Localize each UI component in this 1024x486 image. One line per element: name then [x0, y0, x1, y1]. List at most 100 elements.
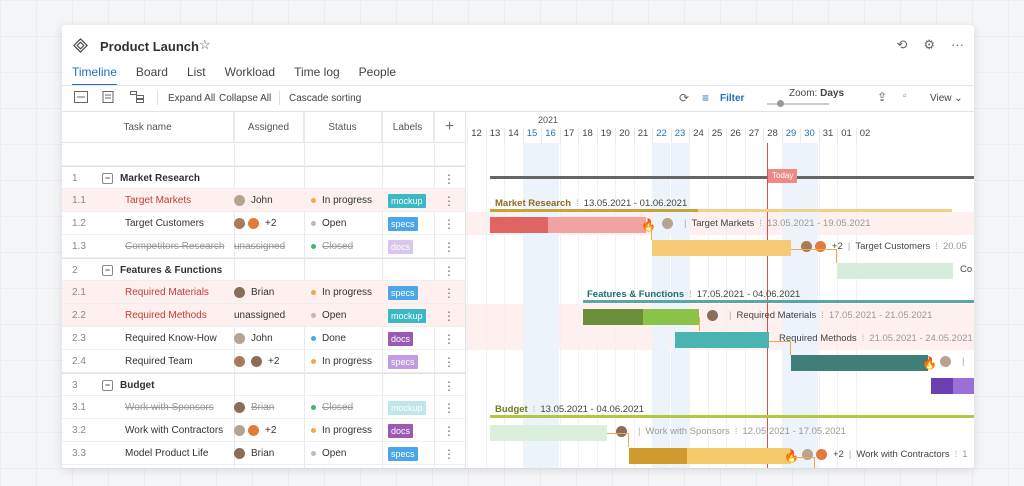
table-row[interactable]: 3.3 Model Product Life Brian Open specs … [62, 442, 465, 465]
baseline-icon[interactable]: ▫ [903, 91, 907, 102]
row-menu-icon[interactable]: ⋮ [443, 423, 455, 438]
task-name[interactable]: Required Methods [125, 310, 207, 321]
outdent-icon[interactable] [101, 91, 115, 103]
group-bar-features-functions[interactable] [583, 300, 974, 303]
status[interactable]: In progress [311, 419, 391, 442]
table-row[interactable]: 2.1 Required Materials Brian In progress… [62, 281, 465, 304]
task-name[interactable]: Required Know-How [125, 333, 217, 344]
tab-list[interactable]: List [186, 65, 206, 79]
group-bar-market-research[interactable] [490, 209, 698, 212]
row-menu-icon[interactable]: ⋮ [443, 354, 455, 369]
row-menu-icon[interactable]: ⋮ [443, 171, 455, 186]
tab-timeline[interactable]: Timeline [72, 65, 117, 86]
export-icon[interactable]: ⇪ [877, 90, 888, 104]
row-menu-icon[interactable]: ⋮ [443, 239, 455, 254]
cascade-sorting-button[interactable]: Cascade sorting [289, 93, 362, 104]
collapse-toggle-icon[interactable]: − [102, 265, 113, 276]
row-menu-icon[interactable]: ⋮ [443, 378, 455, 393]
status[interactable]: Open [311, 442, 391, 465]
task-bar-target-markets-done[interactable] [490, 217, 548, 233]
tab-workload[interactable]: Workload [224, 65, 276, 79]
task-name[interactable]: − Features & Functions [102, 259, 222, 282]
task-name[interactable]: Target Customers [125, 218, 204, 229]
assignee[interactable]: unassigned [234, 310, 286, 321]
label-badge[interactable]: specs [388, 212, 418, 235]
task-name[interactable]: Work with Sponsors [125, 402, 214, 413]
label-badge[interactable]: specs [388, 350, 418, 373]
row-menu-icon[interactable]: ⋮ [443, 216, 455, 231]
group-bar-budget[interactable] [490, 415, 974, 418]
assignee[interactable]: John [234, 189, 304, 212]
table-row[interactable]: 1.1 Target Markets John In progress mock… [62, 189, 465, 212]
star-icon[interactable]: ☆ [199, 37, 211, 52]
assignee[interactable]: Brian [234, 442, 304, 465]
status[interactable]: Closed [311, 396, 391, 419]
assignee[interactable]: +2 [234, 212, 304, 235]
task-bar-work-with-contractors[interactable] [687, 448, 791, 464]
label-badge[interactable]: mockup [388, 304, 426, 327]
status[interactable]: In progress [311, 281, 391, 304]
assignee[interactable]: John [234, 327, 304, 350]
label-badge[interactable]: specs [388, 442, 418, 465]
settings-icon[interactable]: ⚙ [923, 37, 935, 52]
table-row[interactable]: 1.3 Competitors Research unassigned Clos… [62, 235, 465, 258]
tab-people[interactable]: People [358, 65, 397, 79]
row-menu-icon[interactable]: ⋮ [443, 285, 455, 300]
task-name[interactable]: Required Materials [125, 287, 209, 298]
add-column-button[interactable]: + [434, 112, 465, 143]
label-badge[interactable]: mockup [388, 189, 426, 212]
row-menu-icon[interactable]: ⋮ [443, 446, 455, 461]
refresh-icon[interactable]: ⟳ [679, 91, 690, 105]
indent-icon[interactable] [74, 91, 88, 103]
expand-all-button[interactable]: Expand All [168, 93, 216, 104]
collapse-toggle-icon[interactable]: − [102, 380, 113, 391]
task-name[interactable]: − Market Research [102, 167, 200, 190]
task-bar-competitors-research[interactable] [837, 263, 953, 279]
row-menu-icon[interactable]: ⋮ [443, 331, 455, 346]
status[interactable]: In progress [311, 350, 391, 373]
task-name[interactable]: − Budget [102, 374, 154, 397]
view-menu-button[interactable]: View ⌄ [930, 93, 963, 104]
task-bar-target-markets[interactable] [548, 217, 646, 233]
table-row[interactable]: 2.3 Required Know-How John Done docs ⋮ [62, 327, 465, 350]
task-bar-target-customers[interactable] [652, 240, 791, 256]
column-header-labels[interactable]: Labels [382, 112, 434, 143]
collapse-toggle-icon[interactable]: − [102, 173, 113, 184]
task-name[interactable]: Work with Contractors [125, 425, 224, 436]
label-badge[interactable]: mockup [388, 396, 426, 419]
column-header-task-name[interactable]: Task name [62, 112, 234, 143]
label-badge[interactable]: docs [388, 327, 414, 350]
table-row[interactable]: 2.4 Required Team +2 In progress specs ⋮ [62, 350, 465, 373]
table-row[interactable]: 2 − Features & Functions ⋮ [62, 258, 465, 281]
filter-icon[interactable]: ≡ [702, 91, 710, 105]
task-bar-required-know-how[interactable] [791, 355, 928, 371]
task-bar-work-with-sponsors[interactable] [490, 425, 607, 441]
task-bar-work-with-contractors-done[interactable] [629, 448, 687, 464]
assignee[interactable]: +2 [234, 419, 304, 442]
table-row[interactable]: 1.2 Target Customers +2 Open specs ⋮ [62, 212, 465, 235]
task-name[interactable]: Required Team [125, 356, 193, 367]
label-badge[interactable]: docs [388, 235, 414, 258]
table-row[interactable]: 1 − Market Research ⋮ [62, 166, 465, 189]
label-badge[interactable]: docs [388, 419, 414, 442]
collapse-all-button[interactable]: Collapse All [219, 93, 272, 104]
more-icon[interactable]: ··· [951, 37, 964, 52]
row-menu-icon[interactable]: ⋮ [443, 308, 455, 323]
task-name[interactable]: Competitors Research [125, 241, 225, 252]
filter-button[interactable]: Filter [720, 93, 745, 104]
row-menu-icon[interactable]: ⋮ [443, 193, 455, 208]
task-bar-required-methods[interactable] [675, 332, 769, 348]
table-row[interactable]: 3 − Budget ⋮ [62, 373, 465, 396]
task-name[interactable]: Target Markets [125, 195, 192, 206]
status[interactable]: Open [311, 212, 391, 235]
column-header-status[interactable]: Status [304, 112, 382, 143]
tab-board[interactable]: Board [135, 65, 168, 79]
assignee[interactable]: Brian [234, 396, 304, 419]
assignee[interactable]: unassigned [234, 241, 286, 252]
assignee[interactable]: Brian [234, 281, 304, 304]
column-header-assigned[interactable]: Assigned [234, 112, 304, 143]
status[interactable]: Open [311, 304, 391, 327]
hierarchy-icon[interactable] [130, 91, 144, 103]
status[interactable]: Closed [311, 235, 391, 258]
task-bar-required-materials[interactable] [643, 309, 699, 325]
